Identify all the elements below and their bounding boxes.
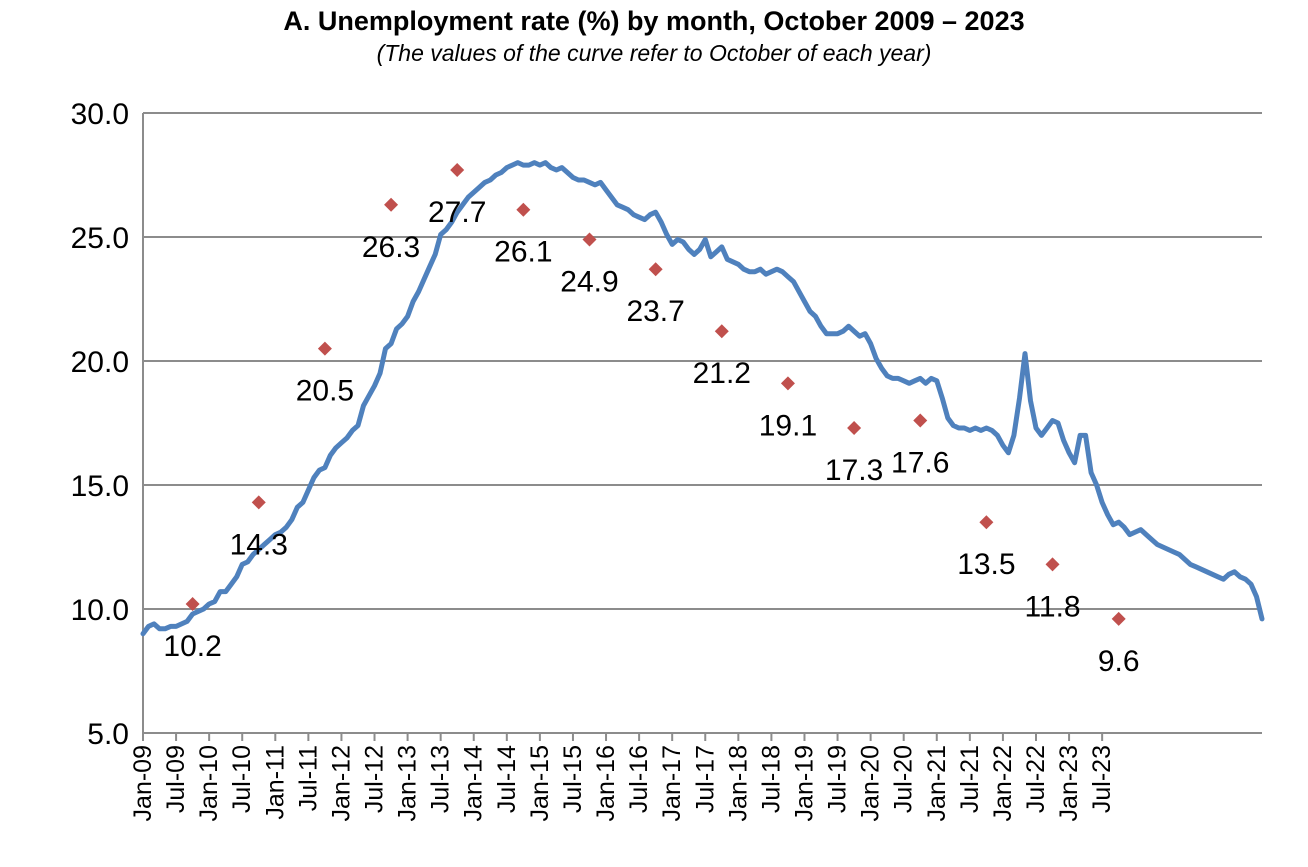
- data-label: 11.8: [1024, 590, 1080, 623]
- x-tick-label: Jan-14: [460, 745, 488, 822]
- october-marker: [384, 197, 399, 212]
- x-tick-label: Jul-11: [294, 745, 322, 811]
- x-tick-label: Jan-13: [394, 745, 422, 821]
- data-label-layer: 10.2 14.3 20.5 26.327.726.124.923.7 21.219.1…: [163, 196, 1139, 678]
- data-label: 21.2: [693, 357, 751, 390]
- october-marker: [913, 413, 928, 428]
- series-layer: [140, 160, 1265, 637]
- data-label: 14.3: [230, 528, 288, 561]
- x-tick-label: Jul-20: [890, 745, 918, 813]
- x-tick-label: Jan-18: [724, 745, 752, 821]
- data-label: 24.9: [560, 265, 618, 298]
- october-marker: [714, 324, 729, 339]
- october-marker: [450, 163, 465, 178]
- x-tick-label: Jul-10: [228, 745, 256, 813]
- data-label: 17.6: [891, 447, 949, 480]
- x-tick-label: Jan-22: [989, 745, 1017, 821]
- x-tick-label: Jul-13: [427, 745, 455, 813]
- x-tick-label: Jul-09: [162, 745, 190, 813]
- x-axis-ticks: Jan-09 Jul-09 Jan-10 Jul-10 Jan-11 Jul-11 Jan-…: [129, 733, 1116, 821]
- october-marker: [1045, 557, 1060, 572]
- y-tick-label: 30.0: [71, 98, 129, 131]
- october-marker: [185, 597, 200, 612]
- gridlines: [143, 112, 1262, 610]
- x-tick-label: Jan-12: [327, 745, 355, 821]
- data-label: 13.5: [957, 548, 1015, 581]
- axes: [142, 113, 1262, 734]
- data-label: 9.6: [1098, 645, 1140, 678]
- data-label: 23.7: [626, 295, 684, 328]
- data-label: 27.7: [428, 196, 486, 229]
- x-tick-label: Jan-20: [857, 745, 885, 821]
- data-label: 10.2: [163, 630, 221, 663]
- x-tick-label: Jan-10: [195, 745, 223, 821]
- x-tick-label: Jul-16: [625, 745, 653, 813]
- unemployment-rate-line: [140, 160, 1265, 637]
- x-tick-label: Jul-19: [824, 745, 852, 813]
- x-tick-label: Jan-23: [1055, 745, 1083, 821]
- october-marker: [317, 341, 332, 356]
- chart-header: A. Unemployment rate (%) by month, Octob…: [0, 4, 1308, 68]
- chart-subtitle: (The values of the curve refer to Octobe…: [376, 40, 932, 66]
- x-tick-label: Jan-16: [592, 745, 620, 821]
- marker-layer: [185, 163, 1126, 626]
- x-tick-label: Jan-11: [261, 745, 289, 820]
- x-tick-label: Jul-21: [956, 745, 984, 813]
- october-marker: [582, 232, 597, 247]
- x-tick-label: Jul-22: [1022, 745, 1050, 813]
- data-label: 26.3: [362, 231, 420, 264]
- data-label: 26.1: [494, 236, 552, 269]
- october-marker: [516, 202, 531, 217]
- x-tick-label: Jul-12: [361, 745, 389, 813]
- x-tick-label: Jan-09: [129, 745, 157, 821]
- october-marker: [1111, 611, 1126, 626]
- x-tick-label: Jul-17: [691, 745, 719, 813]
- october-marker: [251, 495, 266, 510]
- data-label: 17.3: [825, 454, 883, 487]
- y-tick-label: 25.0: [71, 222, 129, 255]
- october-marker: [780, 376, 795, 391]
- chart-title: A. Unemployment rate (%) by month, Octob…: [283, 6, 1025, 36]
- x-tick-label: Jul-18: [757, 745, 785, 813]
- y-tick-label: 15.0: [71, 470, 129, 503]
- x-tick-label: Jul-14: [493, 745, 521, 813]
- october-marker: [979, 515, 994, 530]
- y-tick-label: 5.0: [87, 718, 129, 751]
- data-label: 19.1: [759, 409, 817, 442]
- y-tick-label: 10.0: [71, 594, 129, 627]
- x-tick-label: Jul-15: [559, 745, 587, 813]
- x-tick-label: Jan-19: [790, 745, 818, 821]
- october-marker: [847, 420, 862, 435]
- data-label: 20.5: [296, 375, 354, 408]
- y-axis-ticks: 5.0 10.0 15.0 20.0 25.0 30.0: [71, 98, 129, 751]
- x-tick-label: Jul-23: [1088, 745, 1116, 813]
- x-tick-label: Jan-17: [658, 745, 686, 821]
- y-tick-label: 20.0: [71, 346, 129, 379]
- x-tick-label: Jan-15: [526, 745, 554, 821]
- x-tick-label: Jan-21: [923, 745, 951, 821]
- october-marker: [648, 262, 663, 277]
